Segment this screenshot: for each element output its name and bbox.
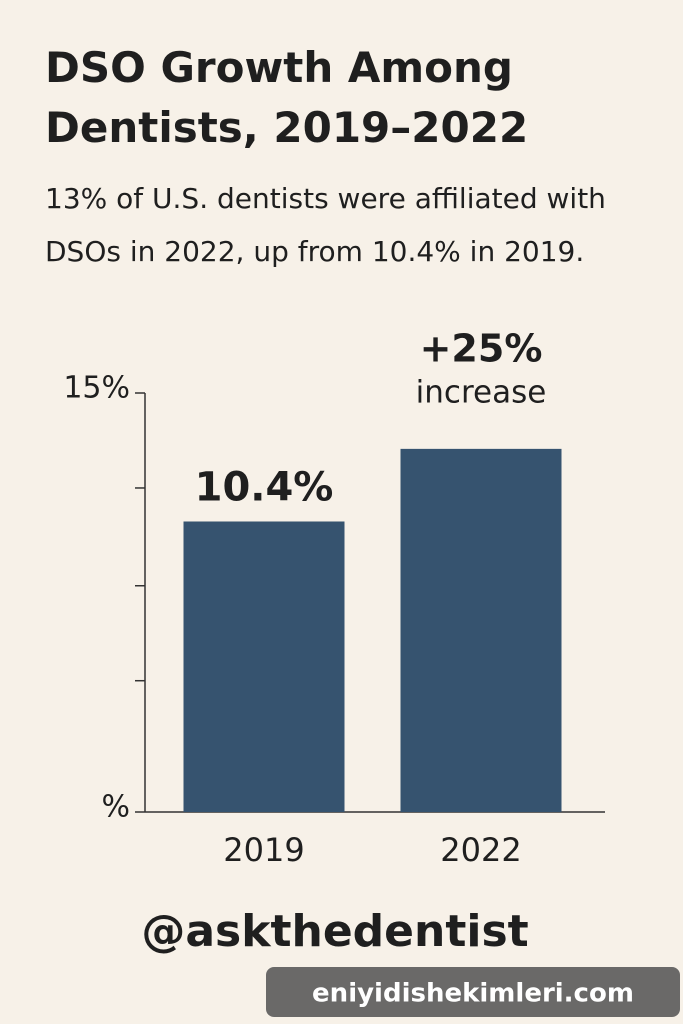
x-tick-label: 2019 [223,831,304,869]
annotation: increase [416,375,547,411]
bar [183,521,345,812]
bar [400,448,562,812]
footer: @askthedentist [141,906,528,957]
chart-subtitle: 13% of U.S. dentists were affiliated wit… [45,182,606,268]
y-tick-label: % [101,790,130,825]
value-label: 10.4% [195,464,334,510]
watermark-box [266,967,680,1017]
annotation: +25% [420,327,543,371]
watermark: eniyidishekimleri.com [312,979,634,1009]
y-tick-label: 15% [63,371,130,406]
x-tick-label: 2022 [440,831,521,869]
chart-title: DSO Growth Among Dentists, 2019–2022 [45,43,529,152]
